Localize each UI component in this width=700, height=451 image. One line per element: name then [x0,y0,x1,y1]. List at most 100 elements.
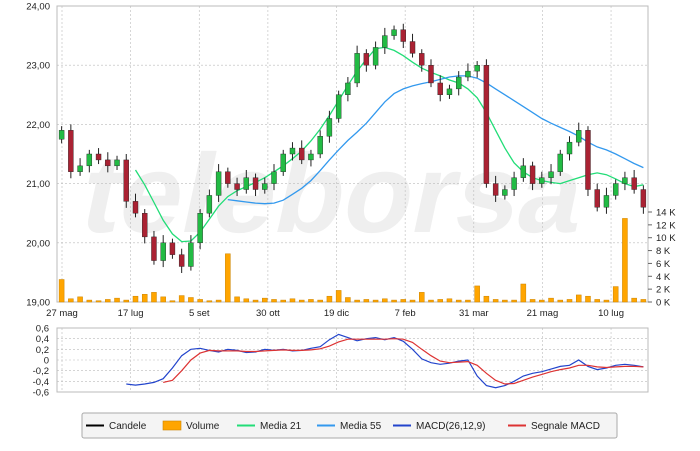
candle [243,169,250,194]
candle-body [520,165,527,178]
plot-frame [56,5,649,303]
volume-bar [243,298,250,303]
candle [566,136,573,161]
candle-body [631,177,637,190]
candle [77,158,83,176]
candle [511,171,517,197]
volume-bar [566,299,573,303]
legend-item: Candele [86,421,147,432]
volume-bar [575,294,582,303]
candle [225,167,231,188]
candle [271,164,277,191]
volume-tick-label: 12 K [656,220,676,231]
candle [391,25,397,40]
volume-tick-label: 4 K [656,272,671,283]
candle-body [206,195,213,214]
candle [215,164,222,202]
candle [428,59,434,88]
legend-item: Segnale MACD [508,421,600,432]
candle-body [252,177,259,190]
candle-body [271,171,277,184]
macd-tick-label: -0,6 [33,388,49,399]
volume-bar [280,299,286,303]
volume-bar [363,299,370,303]
volume-bar [409,299,416,303]
candle-body [548,171,554,178]
candle-body [345,82,351,95]
macd-tick-label: -0,2 [33,366,49,377]
candle [631,169,637,194]
series-line-media-55 [227,75,644,205]
volume-bar [308,299,314,303]
candle-body [640,189,647,208]
volume-bar [298,299,305,303]
candle [326,110,333,143]
volume-bar [178,295,185,303]
candle [262,177,268,194]
candle [520,158,527,182]
volume-bar [215,299,222,303]
legend-label: Volume [186,421,220,432]
candle [502,185,508,200]
volume-bar [631,297,637,303]
volume-bar [585,295,591,303]
price-tick-label: 22,00 [26,120,50,131]
legend-label: Segnale MACD [531,421,600,432]
candle [169,238,176,259]
candle-body [188,242,194,267]
candle [308,149,314,167]
volume-bar [271,299,277,303]
price-tick-label: 23,00 [26,61,50,72]
legend-item: Volume [162,420,220,432]
volume-bar [262,297,268,303]
volume-bar [151,292,157,303]
macd-tick-label: -0,4 [33,377,49,388]
candle-body [142,212,148,238]
candle-body [308,153,314,161]
volume-tick-label: 0 K [656,298,671,309]
candle-body [114,159,120,167]
candle-body [455,76,462,90]
volume-bar [123,299,130,303]
candle [529,161,536,191]
volume-bar [188,297,194,303]
candle-body [622,177,628,184]
volume-bar [326,295,333,303]
volume-bar [206,300,213,303]
candle-body [335,94,342,119]
candle-body [576,130,582,143]
volume-bar [483,295,490,303]
legend-item: Media 21 [237,421,302,432]
candle [234,177,240,197]
macd-tick-label: 0,6 [36,324,49,335]
volume-bar [539,299,545,303]
candle [465,63,471,82]
date-tick-label: 21 mag [527,308,559,319]
candle-body [77,165,83,172]
candle-body [446,88,453,95]
volume-bar [465,299,471,303]
candle-body [123,159,129,202]
candle-body [299,147,305,161]
price-tick-label: 24,00 [26,2,50,13]
candle-body [566,141,573,155]
volume-bar [141,294,148,303]
candle [576,122,582,147]
volume-tick-label: 14 K [656,208,676,219]
candle-body [262,183,268,190]
watermark-logo: teleborsa [72,130,598,256]
candle [114,155,120,170]
candle [548,164,554,185]
candle [409,33,416,58]
candle [483,59,490,188]
candle [455,71,462,96]
date-tick-label: 10 lug [598,308,624,319]
candle [603,187,610,214]
candle-body [428,64,434,84]
candle-body [86,153,93,167]
candle-body [585,130,591,190]
volume-bar [289,298,296,303]
volume-bar [640,299,647,303]
date-tick-label: 7 feb [395,308,416,319]
